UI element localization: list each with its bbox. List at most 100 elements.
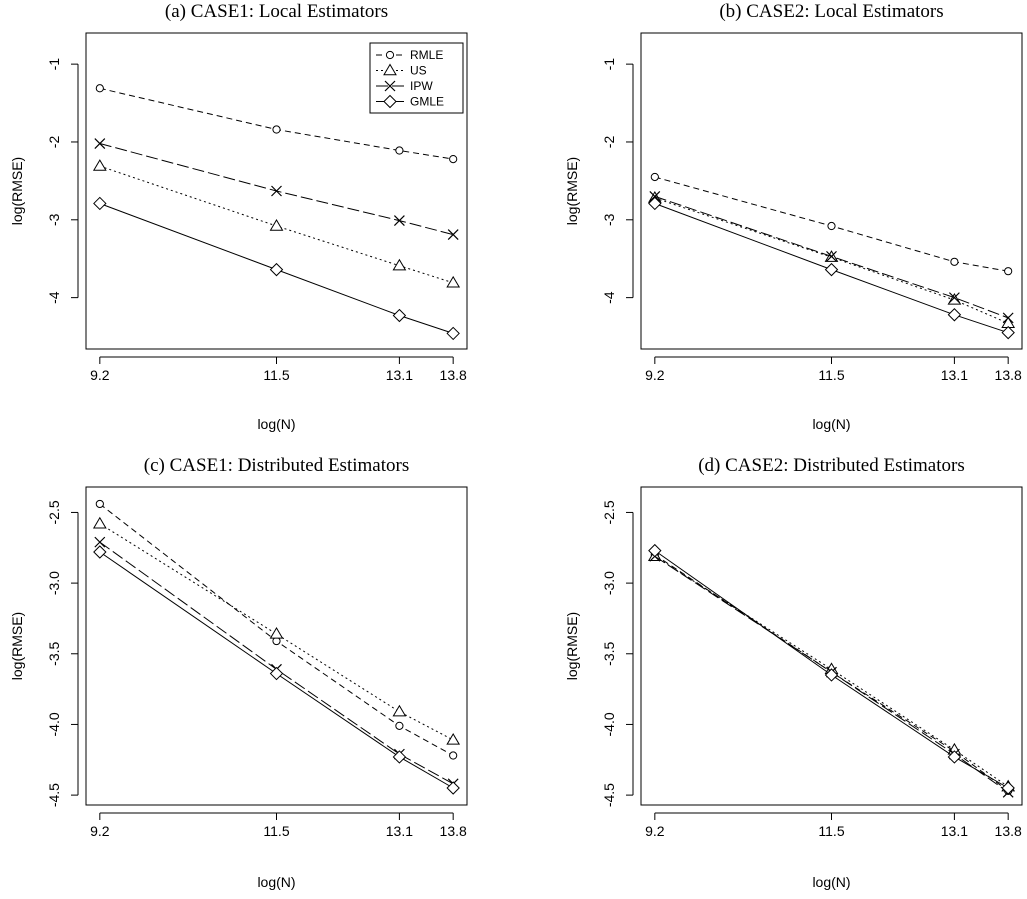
x-tick-label: 11.5	[263, 367, 289, 383]
panels: (a) CASE1: Local Estimators 9.2 11.5 13.1 13…	[9, 1, 1023, 890]
y-tick-label: -4.5	[46, 783, 62, 807]
data-point-rmle	[449, 154, 458, 164]
data-point-gmle	[446, 326, 460, 341]
chart-title: (c) CASE1: Distributed Estimators	[144, 455, 409, 476]
plot-frame	[640, 32, 1023, 350]
legend-label-ipw: IPW	[410, 79, 433, 93]
data-point-rmle	[395, 146, 404, 155]
series-line-ipw	[654, 555, 1009, 793]
series-gmle	[93, 545, 460, 795]
data-point-gmle	[1001, 325, 1015, 340]
data-point-us	[446, 275, 461, 288]
x-tick-label: 13.8	[440, 823, 467, 839]
series-us	[92, 159, 461, 288]
series-rmle	[650, 172, 1013, 276]
data-point-us	[947, 292, 962, 305]
data-point-us	[392, 258, 407, 271]
series-line-us	[654, 197, 1009, 324]
y-tick-label: -3.0	[46, 571, 62, 595]
y-tick-label: -3.5	[601, 641, 617, 665]
data-point-ipw	[826, 250, 837, 262]
y-tick-label: -4.5	[601, 783, 617, 807]
series-line-rmle	[654, 554, 1009, 792]
x-tick-label: 11.5	[263, 823, 289, 839]
x-tick-label: 13.1	[386, 823, 413, 839]
series-line-gmle	[99, 551, 454, 789]
series-rmle	[95, 499, 458, 760]
y-tick-label: -4.0	[46, 712, 62, 736]
data-point-ipw	[649, 191, 661, 202]
data-point-ipw	[447, 229, 459, 241]
data-point-rmle	[449, 751, 458, 760]
series-line-gmle	[654, 550, 1009, 789]
y-tick-label: -3	[46, 213, 62, 226]
chart-title: (d) CASE2: Distributed Estimators	[698, 455, 965, 476]
plot-frame	[85, 32, 468, 350]
series-line-rmle	[99, 503, 454, 756]
y-tick-label: -2.5	[46, 500, 62, 524]
data-point-gmle	[392, 750, 407, 764]
plot-frame	[85, 486, 468, 806]
series-line-us	[99, 523, 454, 741]
x-tick-label: 11.5	[818, 367, 844, 383]
series-gmle	[93, 196, 460, 341]
x-axis-label: log(N)	[257, 416, 295, 432]
x-tick-label: 13.1	[386, 367, 413, 383]
y-axis-label: log(RMSE)	[564, 157, 580, 225]
data-point-gmle	[269, 262, 284, 277]
x-tick-label: 13.1	[941, 367, 968, 383]
y-tick-label: -1	[46, 58, 62, 71]
y-tick-label: -2.5	[601, 500, 617, 524]
data-point-gmle	[392, 308, 407, 323]
data-point-gmle	[93, 545, 107, 559]
series-line-gmle	[654, 203, 1009, 334]
y-tick-label: -3	[601, 213, 617, 226]
data-point-rmle	[272, 125, 281, 134]
data-point-rmle	[395, 721, 404, 730]
chart-panel-1: (a) CASE1: Local Estimators 9.2 11.5 13.1 13…	[9, 1, 468, 432]
x-tick-label: 9.2	[90, 823, 110, 839]
data-point-us	[392, 704, 407, 717]
legend-label-us: US	[410, 64, 427, 78]
data-point-gmle	[947, 750, 962, 764]
data-point-ipw	[1002, 312, 1014, 324]
legend-label-rmle: RMLE	[410, 48, 443, 62]
data-point-gmle	[93, 196, 107, 211]
series-line-rmle	[654, 176, 1009, 272]
series-gmle	[648, 196, 1015, 340]
y-tick-label: -4	[46, 291, 62, 304]
y-tick-label: -3.5	[46, 641, 62, 665]
x-tick-label: 13.8	[995, 367, 1022, 383]
data-point-gmle	[269, 666, 284, 681]
series-line-us	[99, 165, 454, 284]
data-point-rmle	[650, 172, 659, 182]
plot-frame	[640, 486, 1023, 806]
series-line-rmle	[99, 87, 454, 160]
data-point-gmle	[947, 308, 962, 322]
x-tick-label: 9.2	[645, 823, 665, 839]
data-point-gmle	[1001, 781, 1015, 795]
series-line-ipw	[99, 143, 454, 236]
x-tick-label: 11.5	[818, 823, 844, 839]
x-axis-label: log(N)	[257, 874, 295, 890]
data-point-gmle	[648, 196, 662, 211]
data-point-rmle	[950, 257, 959, 266]
data-point-ipw	[94, 536, 106, 548]
series-line-ipw	[654, 195, 1009, 319]
data-point-ipw	[393, 215, 405, 227]
data-point-us	[92, 159, 107, 171]
series-line-gmle	[99, 203, 454, 334]
data-point-rmle	[827, 221, 836, 231]
chart-panel-2: (b) CASE2: Local Estimators 9.2 11.5 13.1 13…	[564, 1, 1023, 432]
series-us	[92, 516, 461, 745]
x-axis-label: log(N)	[812, 874, 850, 890]
data-point-gmle	[446, 781, 460, 795]
legend-marker-us	[383, 63, 397, 76]
chart-title: (a) CASE1: Local Estimators	[165, 1, 388, 22]
series-ipw	[94, 138, 459, 241]
legend-marker-gmle	[383, 94, 397, 109]
legend-label-gmle: GMLE	[410, 95, 444, 109]
y-axis-label: log(RMSE)	[564, 612, 580, 680]
